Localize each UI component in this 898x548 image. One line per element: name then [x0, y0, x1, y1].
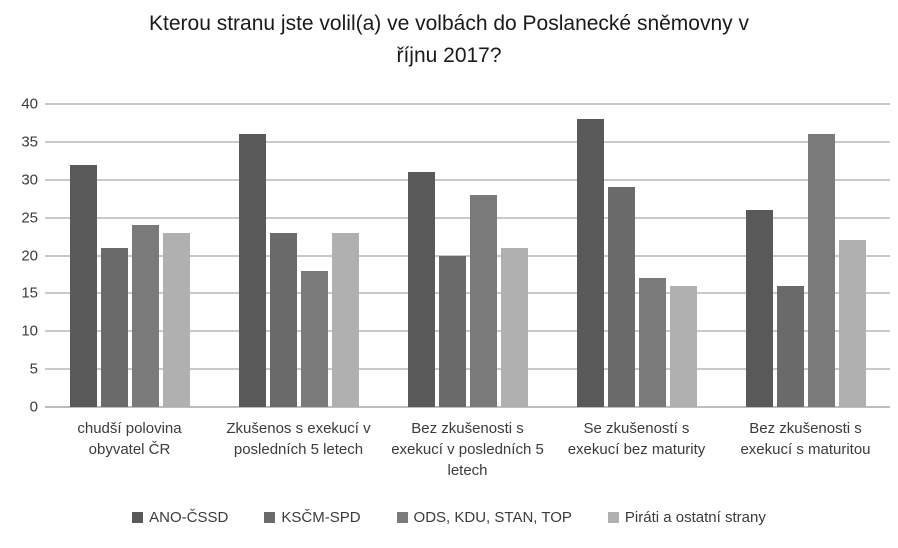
legend-item-1: KSČM-SPD [264, 509, 361, 526]
bar-group-2 [383, 104, 552, 407]
gridline-40 [45, 103, 890, 105]
gridline-5 [45, 368, 890, 371]
y-tick-label-30: 30 [21, 171, 38, 189]
y-tick-label-35: 35 [21, 133, 38, 151]
bar-series-3-cat-0 [162, 232, 190, 407]
legend-label: ANO-ČSSD [149, 509, 229, 526]
legend-item-2: ODS, KDU, STAN, TOP [396, 509, 572, 526]
x-category-label-0: chudší polovina obyvatel ČR [77, 420, 182, 458]
legend-marker-icon [396, 512, 408, 523]
bar-series-2-cat-0 [131, 225, 159, 407]
bar-series-2-cat-1 [300, 270, 328, 407]
bar-groups [45, 104, 890, 407]
bar-series-0-cat-3 [576, 119, 604, 407]
y-tick-label-25: 25 [21, 209, 38, 227]
plot-area [45, 103, 890, 408]
bar-group-0 [45, 104, 214, 407]
bar-series-1-cat-2 [438, 255, 466, 407]
legend-label: Piráti a ostatní strany [624, 509, 766, 526]
y-tick-label-5: 5 [29, 360, 38, 378]
gridline-35 [45, 140, 890, 143]
gridline-15 [45, 292, 890, 295]
legend-item-0: ANO-ČSSD [132, 509, 228, 526]
chart-title: Kterou stranu jste volil(a) ve volbách d… [149, 12, 749, 67]
legend-item-3: Piráti a ostatní strany [607, 509, 766, 526]
x-axis-labels: chudší polovina obyvatel ČR Zkušenos s ex… [45, 418, 890, 481]
legend-label: KSČM-SPD [281, 509, 361, 526]
legend-marker-icon [264, 512, 276, 523]
y-tick-label-20: 20 [21, 247, 38, 264]
x-axis-line [45, 406, 890, 408]
bar-series-1-cat-1 [269, 232, 297, 407]
bar-series-2-cat-3 [638, 278, 666, 407]
bar-series-3-cat-3 [669, 285, 697, 407]
y-tick-label-0: 0 [29, 398, 38, 416]
legend-marker-icon [607, 512, 619, 523]
y-tick-label-15: 15 [21, 284, 38, 302]
bar-group-4 [721, 104, 890, 407]
x-category-label-4: Bez zkušenosti s exekucí s maturitou [740, 420, 871, 458]
bar-series-0-cat-2 [407, 172, 435, 407]
y-tick-label-40: 40 [21, 95, 38, 113]
x-category-label-2: Bez zkušenosti s exekucí v posledních 5 … [391, 420, 544, 479]
bar-series-3-cat-1 [331, 232, 359, 407]
legend-label: ODS, KDU, STAN, TOP [413, 509, 572, 526]
legend-marker-icon [132, 512, 144, 523]
gridline-30 [45, 178, 890, 181]
bar-series-1-cat-3 [607, 187, 635, 407]
bar-series-0-cat-4 [745, 210, 773, 407]
bar-series-0-cat-1 [238, 134, 266, 407]
bar-series-2-cat-2 [469, 194, 497, 407]
gridline-20 [45, 254, 890, 257]
y-tick-label-10: 10 [21, 322, 38, 340]
bar-series-1-cat-4 [776, 285, 804, 407]
y-axis: 0 5 10 15 20 25 30 35 40 [0, 96, 38, 416]
x-category-label-3: Se zkušeností s exekucí bez maturity [567, 420, 706, 458]
bar-series-1-cat-0 [100, 247, 128, 407]
legend: ANO-ČSSD KSČM-SPD ODS, KDU, STAN, TOP Pirát… [0, 509, 898, 526]
bar-series-3-cat-2 [500, 247, 528, 407]
bar-group-1 [214, 104, 383, 407]
gridline-25 [45, 216, 890, 219]
bar-group-3 [552, 104, 721, 407]
gridline-10 [45, 330, 890, 333]
bar-series-2-cat-4 [807, 134, 835, 407]
bar-series-0-cat-0 [69, 164, 97, 407]
x-category-label-1: Zkušenos s exekucí v posledních 5 letech [226, 420, 371, 458]
bar-series-3-cat-4 [838, 240, 866, 407]
